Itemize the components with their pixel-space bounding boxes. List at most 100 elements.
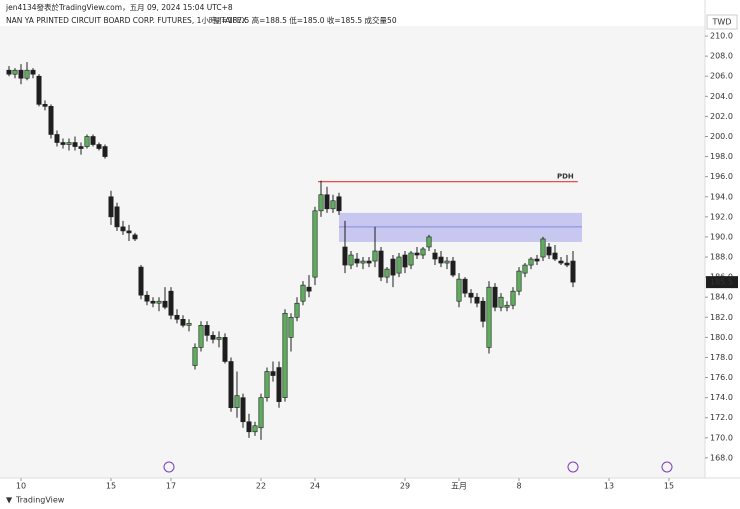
candle-body [210, 335, 216, 340]
candle-body [534, 258, 540, 262]
y-tick-label: 184.0 [710, 293, 733, 302]
candle-body [348, 254, 354, 266]
candle-body [468, 292, 474, 298]
ohlc: 開=187.5 高=188.5 低=185.0 收=185.5 成交量50 [214, 15, 397, 25]
candle-body [30, 69, 36, 75]
candle-body [318, 194, 324, 212]
candle-body [330, 200, 336, 210]
candle-body [132, 234, 138, 240]
candle-body [246, 421, 252, 433]
candle-body [186, 323, 192, 326]
candle-body [462, 278, 468, 294]
candle-body [522, 264, 528, 274]
y-tick-label: 170.0 [710, 433, 733, 442]
y-tick-label: 196.0 [710, 172, 733, 181]
candle-body [66, 142, 72, 145]
candle-body [228, 361, 234, 408]
candle-body [342, 246, 348, 266]
candle-body [60, 142, 66, 145]
candle-body [426, 236, 432, 248]
candle-body [234, 395, 240, 408]
candle-body [168, 290, 174, 316]
y-tick-label: 190.0 [710, 232, 733, 241]
candle-body [288, 316, 294, 338]
x-tick-label: 17 [166, 482, 176, 491]
candle-body [264, 371, 270, 398]
candle-body [486, 286, 492, 348]
y-tick-label: 174.0 [710, 393, 733, 402]
candle-body [198, 325, 204, 348]
candle-body [300, 284, 306, 302]
y-tick-label: 198.0 [710, 152, 733, 161]
candle-body [504, 304, 510, 308]
candle-body [384, 268, 390, 278]
y-tick-label: 200.0 [710, 132, 733, 141]
candle-body [138, 266, 144, 296]
event-icon[interactable] [163, 461, 175, 473]
candle-body [84, 136, 90, 147]
candle-body [18, 69, 24, 79]
y-tick-label: 202.0 [710, 112, 733, 121]
event-icon[interactable] [661, 461, 673, 473]
y-tick-label: 204.0 [710, 92, 733, 101]
candle-body [144, 294, 150, 302]
candle-body [72, 142, 78, 147]
zone [339, 212, 582, 242]
symbol: NAN YA PRINTED CIRCUIT BOARD CORP. FUTUR… [6, 16, 247, 25]
y-tick-label: 192.0 [710, 212, 733, 221]
candle-body [474, 296, 480, 304]
event-icon[interactable] [567, 461, 579, 473]
y-tick-label: 178.0 [710, 353, 733, 362]
candle-body [156, 300, 162, 304]
candle-body [12, 69, 18, 75]
currency: TWD [712, 18, 732, 27]
candle-body [102, 146, 108, 157]
x-tick-label: 22 [256, 482, 266, 491]
x-tick-label: 15 [664, 482, 674, 491]
footer: TradingView [15, 496, 65, 505]
candle-body [438, 256, 444, 264]
candle-body [270, 371, 276, 376]
candle-body [192, 347, 198, 366]
candle-body [498, 296, 504, 308]
candle-body [390, 258, 396, 276]
candle-body [558, 260, 564, 264]
candle-body [282, 312, 288, 398]
candle-body [48, 106, 54, 135]
candle-body [204, 325, 210, 336]
candle-body [6, 69, 12, 75]
x-tick-label: 五月 [451, 482, 467, 491]
candle-body [54, 134, 60, 143]
candle-body [24, 69, 30, 79]
candle-body [108, 196, 114, 218]
candle-body [492, 286, 498, 308]
candle-body [378, 250, 384, 278]
candle-body [294, 302, 300, 318]
y-tick-label: 194.0 [710, 192, 733, 201]
y-tick-label: 176.0 [710, 373, 733, 382]
candle-body [180, 318, 186, 326]
y-tick-label: 180.0 [710, 333, 733, 342]
plot-area [0, 26, 705, 478]
candle-body [258, 397, 264, 429]
candle-body [408, 252, 414, 266]
candle-body [114, 206, 120, 228]
publisher: jen4134發表於TradingView.com，五月 09, 2024 15… [5, 2, 233, 12]
candle-body [414, 252, 420, 256]
y-tick-label: 206.0 [710, 72, 733, 81]
event-icons [163, 461, 673, 473]
candle-body [366, 260, 372, 264]
candle-body [540, 238, 546, 258]
candle-body [90, 136, 96, 145]
x-tick-label: 13 [604, 482, 614, 491]
x-tick-label: 29 [400, 482, 410, 491]
candle-body [216, 337, 222, 340]
x-tick-label: 24 [310, 482, 320, 491]
y-tick-label: 168.0 [710, 453, 733, 462]
y-tick-label: 210.0 [710, 32, 733, 41]
pdh-label: PDH [557, 173, 574, 181]
candle-body [510, 290, 516, 306]
candle-body [354, 258, 360, 264]
candle-body [450, 260, 456, 276]
candle-body [252, 425, 258, 433]
